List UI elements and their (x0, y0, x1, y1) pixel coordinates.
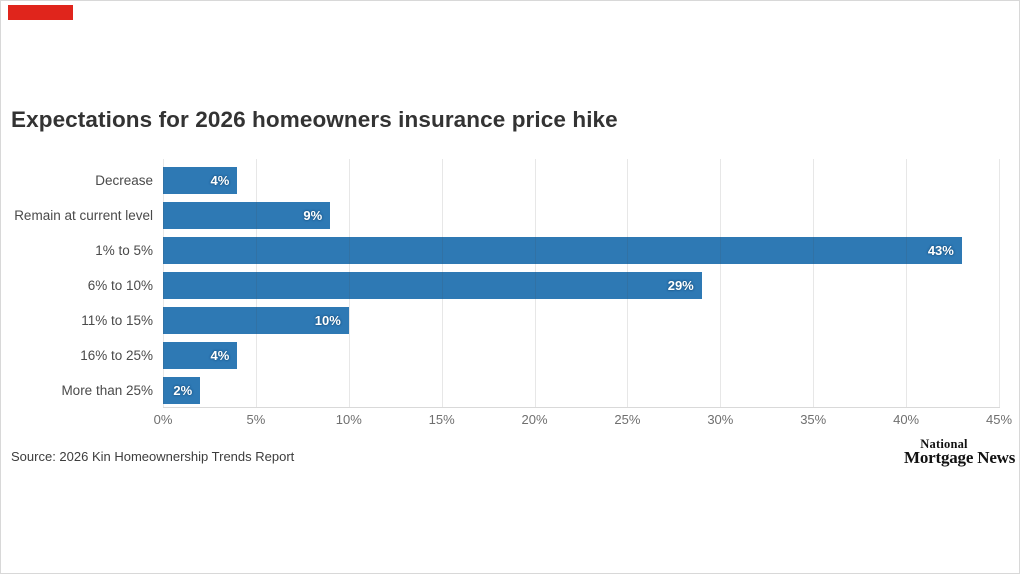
bar-value-label: 4% (210, 173, 230, 188)
bar-value-label: 4% (210, 348, 230, 363)
category-label: 6% to 10% (87, 278, 153, 293)
x-tick-label: 25% (614, 412, 641, 427)
gridline (163, 159, 164, 407)
x-tick-label: 15% (428, 412, 455, 427)
bar-value-label: 2% (173, 383, 193, 398)
bar: 9% (163, 202, 331, 229)
gridline (348, 159, 350, 407)
x-tick-label: 5% (246, 412, 266, 427)
bar: 2% (163, 377, 201, 404)
x-tick-label: 10% (335, 412, 362, 427)
category-label: 16% to 25% (80, 348, 153, 363)
gridline (813, 159, 815, 407)
gridline (906, 159, 908, 407)
x-axis-line (163, 407, 1000, 408)
chart-title: Expectations for 2026 homeowners insuran… (11, 107, 618, 132)
gridline (720, 159, 722, 407)
gridline (255, 159, 257, 407)
bar-value-label: 9% (303, 208, 323, 223)
gridline (627, 159, 629, 407)
bar: 10% (163, 307, 349, 334)
category-label: Remain at current level (14, 208, 153, 223)
x-tick-label: 45% (985, 412, 1013, 427)
x-tick-label: 30% (707, 412, 734, 427)
bar: 29% (163, 272, 702, 299)
bar: 4% (163, 342, 238, 369)
logo-text-national: National (920, 437, 968, 451)
x-tick-label: 0% (153, 412, 173, 427)
category-label: More than 25% (61, 383, 153, 398)
bar: 4% (163, 167, 238, 194)
category-label: 1% to 5% (95, 243, 153, 258)
category-label: Decrease (95, 173, 153, 188)
bar-value-label: 10% (314, 313, 341, 328)
gridline (999, 159, 1000, 407)
gridline (534, 159, 536, 407)
logo-text-mortgage-news: Mortgage News (904, 448, 1016, 467)
gridline (441, 159, 443, 407)
national-mortgage-news-logo: National Mortgage News (904, 437, 1016, 467)
x-tick-label: 20% (521, 412, 548, 427)
bar-value-label: 43% (927, 243, 954, 258)
category-label: 11% to 15% (81, 313, 153, 328)
x-tick-label: 40% (893, 412, 920, 427)
red-marker (8, 5, 73, 20)
bar: 43% (163, 237, 962, 264)
x-tick-label: 35% (800, 412, 827, 427)
source-note: Source: 2026 Kin Homeownership Trends Re… (11, 449, 295, 464)
bar-value-label: 29% (667, 278, 694, 293)
